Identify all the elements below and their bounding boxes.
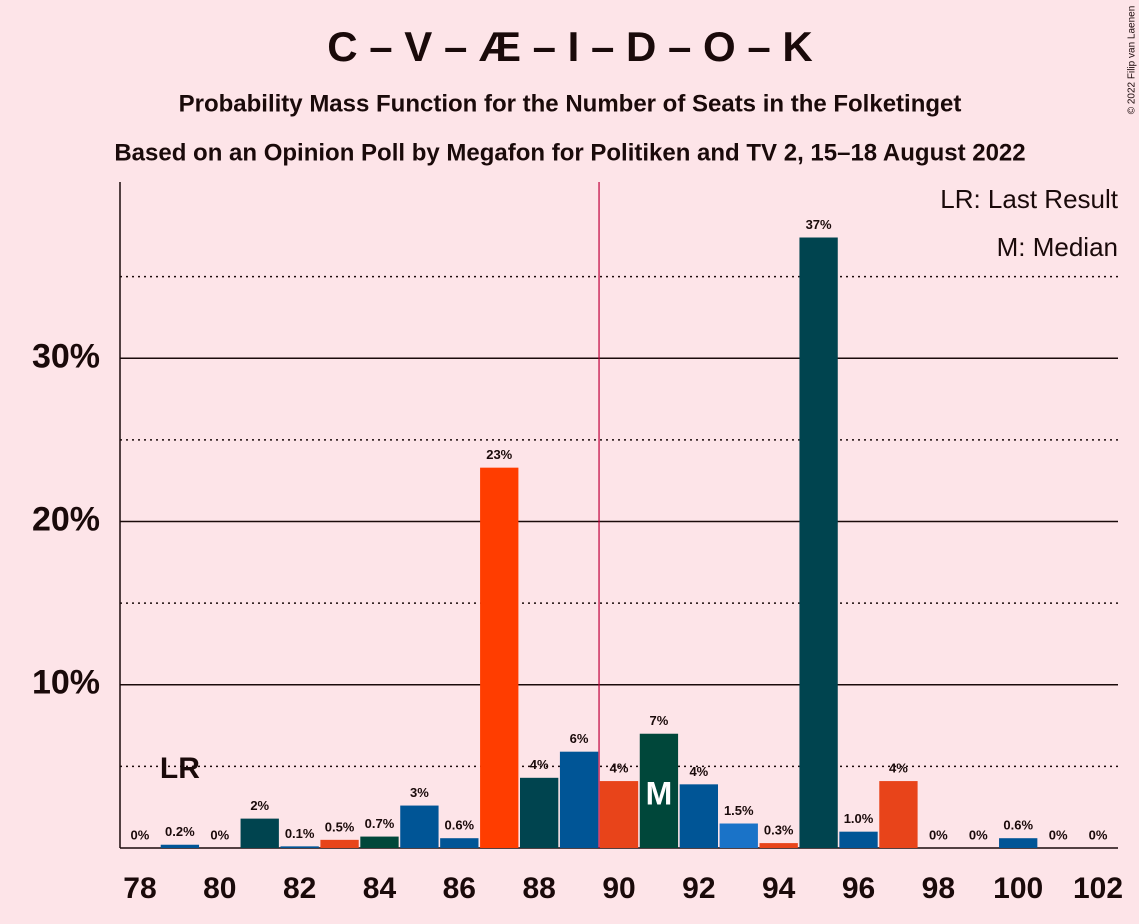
y-tick-label: 20% xyxy=(32,501,100,539)
x-tick-label: 94 xyxy=(762,872,796,905)
bar xyxy=(799,237,838,848)
value-label: 37% xyxy=(806,217,832,232)
value-label: 1.5% xyxy=(724,803,754,818)
bar xyxy=(160,844,200,848)
value-label: 0% xyxy=(210,827,229,842)
chart-subtitle: Probability Mass Function for the Number… xyxy=(179,90,962,117)
value-label: 23% xyxy=(486,447,512,462)
bar xyxy=(240,818,279,848)
value-label: 4% xyxy=(889,761,908,776)
x-tick-label: 86 xyxy=(443,872,476,905)
bar xyxy=(679,784,719,848)
bar xyxy=(280,846,319,848)
value-label: 7% xyxy=(650,713,669,728)
bar xyxy=(360,836,399,848)
credit: © 2022 Filip van Laenen xyxy=(1127,6,1138,115)
value-label: 0.1% xyxy=(285,826,315,841)
bar xyxy=(559,751,599,848)
value-label: 0% xyxy=(1049,827,1068,842)
bar xyxy=(759,843,798,848)
bar xyxy=(480,467,519,848)
value-label: 0.2% xyxy=(165,824,195,839)
value-label: 0.5% xyxy=(325,819,355,834)
bar xyxy=(999,838,1038,848)
legend-entry: M: Median xyxy=(997,232,1118,262)
x-tick-label: 78 xyxy=(123,872,156,905)
bar xyxy=(719,823,758,848)
x-tick-label: 82 xyxy=(283,872,316,905)
value-label: 3% xyxy=(410,785,429,800)
value-label: 0.7% xyxy=(365,816,395,831)
chart-subtitle: Based on an Opinion Poll by Megafon for … xyxy=(114,139,1025,166)
chart-title: C – V – Æ – I – D – O – K xyxy=(327,23,813,70)
x-tick-label: 102 xyxy=(1073,872,1123,905)
value-label: 4% xyxy=(689,764,708,779)
value-label: 0% xyxy=(929,827,948,842)
x-tick-label: 100 xyxy=(993,872,1043,905)
legend-entry: LR: Last Result xyxy=(940,184,1119,214)
value-label: 0.6% xyxy=(444,818,474,833)
bar xyxy=(839,831,878,848)
x-tick-label: 80 xyxy=(203,872,236,905)
value-label: 2% xyxy=(250,798,269,813)
value-label: 1.0% xyxy=(844,811,874,826)
value-label: 0% xyxy=(131,827,150,842)
x-tick-label: 84 xyxy=(363,872,397,905)
bar xyxy=(519,777,559,848)
bar xyxy=(320,839,359,848)
bar xyxy=(599,781,639,848)
value-label: 0.3% xyxy=(764,823,794,838)
x-tick-label: 88 xyxy=(522,872,555,905)
y-tick-label: 10% xyxy=(32,664,100,702)
value-label: 0% xyxy=(969,827,988,842)
x-tick-label: 92 xyxy=(682,872,715,905)
last-result-label: LR xyxy=(160,752,200,785)
value-label: 0% xyxy=(1089,827,1108,842)
value-label: 4% xyxy=(530,757,549,772)
bar xyxy=(400,805,439,848)
y-tick-label: 30% xyxy=(32,337,100,375)
x-tick-label: 98 xyxy=(922,872,955,905)
value-label: 4% xyxy=(610,761,629,776)
median-label: M xyxy=(646,775,673,811)
x-tick-label: 90 xyxy=(602,872,635,905)
bar xyxy=(440,838,479,848)
value-label: 6% xyxy=(570,731,589,746)
x-tick-label: 96 xyxy=(842,872,875,905)
bar xyxy=(879,781,918,848)
bar xyxy=(639,733,679,848)
value-label: 0.6% xyxy=(1003,818,1033,833)
